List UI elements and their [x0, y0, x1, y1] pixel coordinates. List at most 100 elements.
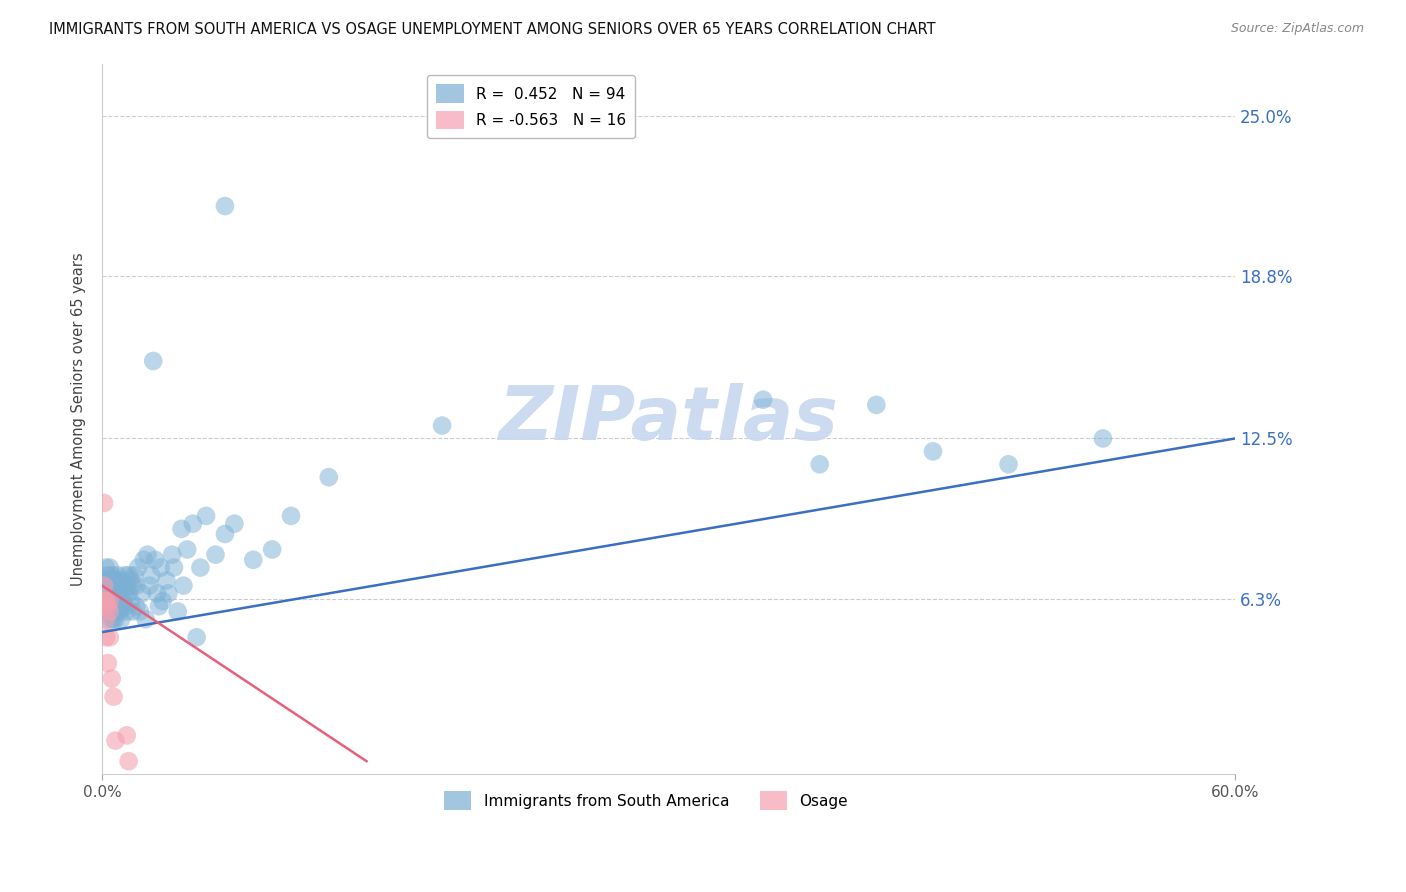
Point	[865, 398, 887, 412]
Point	[97, 586, 120, 600]
Point	[125, 599, 148, 614]
Point	[97, 594, 120, 608]
Point	[176, 542, 198, 557]
Point	[93, 496, 115, 510]
Text: Source: ZipAtlas.com: Source: ZipAtlas.com	[1230, 22, 1364, 36]
Point	[163, 560, 186, 574]
Point	[100, 599, 122, 614]
Point	[195, 508, 218, 523]
Point	[155, 574, 177, 588]
Point	[100, 579, 122, 593]
Point	[115, 728, 138, 742]
Point	[97, 604, 120, 618]
Point	[98, 604, 121, 618]
Point	[143, 553, 166, 567]
Point	[204, 548, 226, 562]
Point	[104, 599, 127, 614]
Point	[115, 604, 138, 618]
Point	[104, 574, 127, 588]
Point	[280, 508, 302, 523]
Point	[105, 579, 128, 593]
Point	[190, 560, 212, 574]
Y-axis label: Unemployment Among Seniors over 65 years: Unemployment Among Seniors over 65 years	[72, 252, 86, 586]
Point	[103, 604, 125, 618]
Point	[114, 568, 136, 582]
Point	[97, 599, 120, 614]
Point	[997, 457, 1019, 471]
Point	[125, 579, 148, 593]
Point	[468, 121, 491, 136]
Point	[93, 579, 115, 593]
Point	[124, 568, 146, 582]
Point	[166, 604, 188, 618]
Point	[146, 586, 169, 600]
Point	[138, 579, 160, 593]
Point	[104, 612, 127, 626]
Point	[121, 604, 143, 618]
Point	[100, 568, 122, 582]
Point	[108, 579, 131, 593]
Point	[922, 444, 945, 458]
Point	[98, 594, 121, 608]
Point	[94, 612, 117, 626]
Point	[110, 599, 132, 614]
Point	[148, 599, 170, 614]
Point	[98, 574, 121, 588]
Point	[136, 548, 159, 562]
Point	[120, 594, 142, 608]
Point	[105, 604, 128, 618]
Point	[224, 516, 246, 531]
Point	[117, 586, 139, 600]
Point	[93, 594, 115, 608]
Point	[110, 586, 132, 600]
Legend: Immigrants from South America, Osage: Immigrants from South America, Osage	[437, 785, 855, 816]
Point	[1091, 432, 1114, 446]
Point	[100, 591, 122, 606]
Point	[129, 604, 152, 618]
Point	[103, 586, 125, 600]
Point	[132, 553, 155, 567]
Point	[93, 579, 115, 593]
Point	[808, 457, 831, 471]
Point	[117, 568, 139, 582]
Point	[157, 586, 180, 600]
Point	[94, 630, 117, 644]
Point	[181, 516, 204, 531]
Point	[103, 594, 125, 608]
Point	[97, 568, 120, 582]
Point	[94, 594, 117, 608]
Point	[110, 574, 132, 588]
Point	[105, 594, 128, 608]
Point	[105, 568, 128, 582]
Point	[115, 579, 138, 593]
Text: IMMIGRANTS FROM SOUTH AMERICA VS OSAGE UNEMPLOYMENT AMONG SENIORS OVER 65 YEARS : IMMIGRANTS FROM SOUTH AMERICA VS OSAGE U…	[49, 22, 936, 37]
Point	[262, 542, 284, 557]
Point	[214, 527, 236, 541]
Point	[98, 586, 121, 600]
Point	[117, 754, 139, 768]
Point	[103, 612, 125, 626]
Point	[114, 586, 136, 600]
Point	[104, 586, 127, 600]
Point	[131, 586, 153, 600]
Point	[103, 574, 125, 588]
Point	[186, 630, 208, 644]
Point	[111, 579, 134, 593]
Point	[110, 612, 132, 626]
Point	[98, 630, 121, 644]
Point	[98, 594, 121, 608]
Point	[94, 560, 117, 574]
Point	[98, 560, 121, 574]
Point	[100, 672, 122, 686]
Point	[430, 418, 453, 433]
Point	[752, 392, 775, 407]
Point	[111, 594, 134, 608]
Point	[121, 579, 143, 593]
Point	[120, 574, 142, 588]
Point	[242, 553, 264, 567]
Point	[108, 594, 131, 608]
Point	[108, 604, 131, 618]
Point	[172, 579, 194, 593]
Point	[149, 560, 172, 574]
Point	[141, 568, 163, 582]
